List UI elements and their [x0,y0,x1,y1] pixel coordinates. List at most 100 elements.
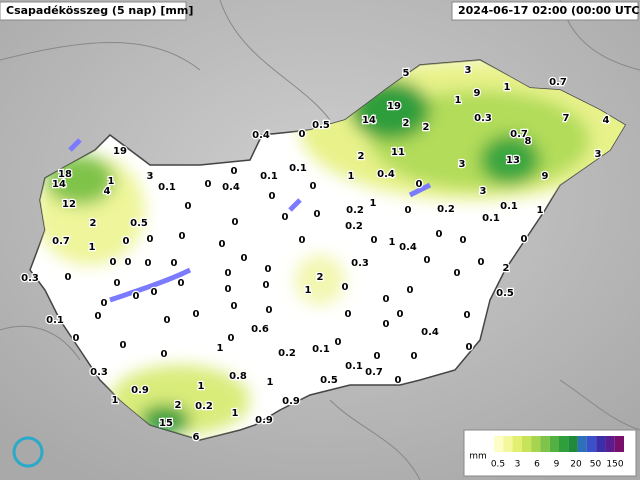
station-value: 0 [205,179,212,190]
station-value: 0.2 [437,204,455,215]
station-value: 0 [265,264,272,275]
station-value: 19 [113,146,127,157]
legend-swatch [605,436,615,452]
station-value: 0.1 [500,201,518,212]
station-value: 0 [416,179,423,190]
station-value: 19 [387,101,401,112]
station-value: 1 [504,82,511,93]
legend-swatch [512,436,522,452]
station-value: 0 [125,257,132,268]
station-value: 0 [314,209,321,220]
station-value: 0.9 [131,385,149,396]
legend-tick-label: 0.5 [491,460,505,470]
title-box [0,1,187,21]
station-value: 0 [464,310,471,321]
station-value: 12 [62,199,76,210]
station-value: 0 [228,333,235,344]
station-value: 0.1 [158,182,176,193]
station-value: 4 [603,115,610,126]
station-value: 1 [389,237,396,248]
station-value: 2 [90,218,97,229]
station-value: 0 [411,351,418,362]
station-value: 0 [397,309,404,320]
station-value: 0.3 [474,113,492,124]
station-value: 14 [362,115,376,126]
station-value: 0 [225,284,232,295]
station-value: 0 [407,285,414,296]
station-value: 4 [104,186,111,197]
station-value: 0.5 [496,288,514,299]
station-value: 5 [403,68,410,79]
station-value: 0.2 [195,401,213,412]
legend-tick-label: 6 [534,460,540,470]
station-value: 0.7 [510,129,528,140]
station-value: 0 [178,278,185,289]
station-value: 0 [454,268,461,279]
legend-tick-label: 20 [570,460,582,470]
legend-tick-label: 9 [554,460,560,470]
station-value: 1 [305,285,312,296]
title: Csapadékösszeg (5 nap) [mm] [6,4,193,17]
station-value: 13 [506,155,520,166]
station-value: 0 [405,205,412,216]
station-value: 0 [466,342,473,353]
station-value: 0.4 [252,130,270,141]
station-value: 0.1 [46,315,64,326]
station-value: 0 [123,236,130,247]
station-value: 0 [95,311,102,322]
timestamp-box [451,1,639,21]
station-value: 0 [266,305,273,316]
station-value: 0 [521,234,528,245]
station-value: 0.1 [345,361,363,372]
station-value: 0.5 [312,120,330,131]
station-value: 0 [310,181,317,192]
station-value: 0 [460,235,467,246]
station-value: 0.5 [320,375,338,386]
station-value: 1 [348,171,355,182]
station-value: 8 [525,136,532,147]
station-value: 6 [193,432,200,443]
station-value: 0.3 [351,258,369,269]
station-value: 0 [120,340,127,351]
legend-swatch [568,436,578,452]
station-value: 1 [198,381,205,392]
station-value: 0.9 [255,415,273,426]
lakes [68,138,432,303]
station-value: 0.2 [346,205,364,216]
station-value: 1 [455,95,462,106]
station-value: 0 [145,258,152,269]
station-value: 0 [225,268,232,279]
station-value: 0 [171,258,178,269]
station-value: 0 [269,191,276,202]
station-value: 0.4 [421,327,439,338]
station-value: 0 [231,166,238,177]
station-value: 0 [263,280,270,291]
legend-swatch [549,436,559,452]
station-value: 14 [52,179,66,190]
station-value: 0.7 [549,77,567,88]
station-value: 0 [241,253,248,264]
station-value: 0 [383,319,390,330]
station-value: 0 [133,291,140,302]
station-value: 0 [147,234,154,245]
legend-swatch [559,436,569,452]
station-value: 0 [185,201,192,212]
station-value: 0 [478,257,485,268]
station-value: 2 [423,122,430,133]
station-value: 0.9 [282,396,300,407]
station-value: 9 [474,88,481,99]
station-value: 1 [89,242,96,253]
station-value: 0 [342,282,349,293]
station-value: 0 [231,301,238,312]
legend-tick-label: 3 [515,460,521,470]
station-value: 15 [159,418,173,429]
station-value: 7 [563,113,570,124]
station-value: 0 [395,375,402,386]
station-value: 0 [73,333,80,344]
station-value: 1 [267,377,274,388]
station-value: 0 [114,278,121,289]
